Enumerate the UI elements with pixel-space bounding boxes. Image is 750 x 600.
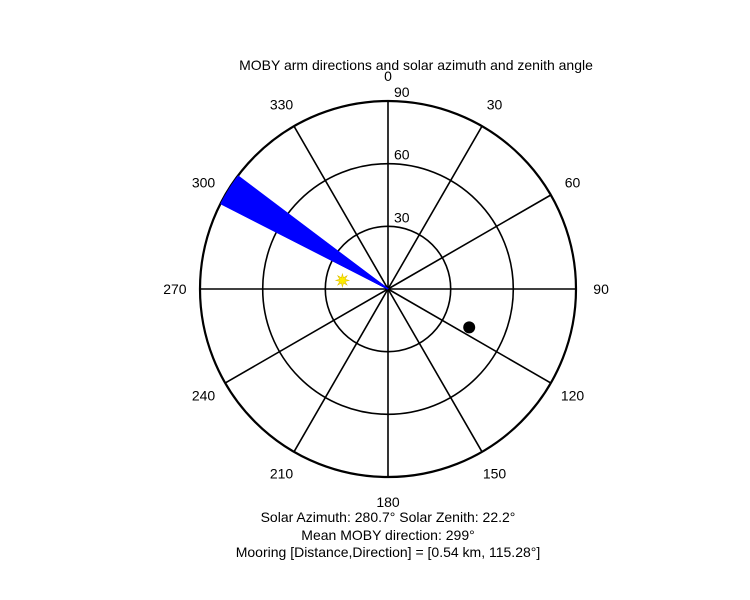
ring-30 [324, 225, 452, 353]
angle-tick-label-30: 30 [487, 97, 503, 113]
radial-tick-label-30: 30 [394, 209, 410, 225]
arm-line [237, 175, 389, 290]
spoke-150 [387, 288, 483, 453]
spoke-30 [387, 125, 483, 290]
spoke-240 [224, 288, 389, 384]
angle-tick-label-60: 60 [565, 175, 581, 191]
angle-tick-label-240: 240 [192, 388, 216, 404]
sun-marker [334, 272, 351, 289]
moby-direction-info: Mean MOBY direction: 299° [301, 527, 474, 543]
angle-tick-label-330: 330 [270, 97, 294, 113]
angle-tick-label-270: 270 [163, 281, 187, 297]
ring-90 [198, 99, 578, 479]
markers [334, 272, 476, 334]
mooring-marker [463, 321, 476, 334]
angle-tick-label-180: 180 [376, 494, 400, 510]
chart-title: MOBY arm directions and solar azimuth an… [239, 57, 593, 73]
radial-tick-label-60: 60 [394, 147, 410, 163]
angle-tick-label-120: 120 [561, 388, 585, 404]
radial-tick-label-90: 90 [394, 84, 410, 100]
tick-labels: 0 30 60 90 120 150 180 210 240 270 300 330 30 60 90 [163, 68, 609, 510]
spoke-120 [387, 288, 552, 384]
spoke-210 [293, 288, 389, 453]
angle-tick-label-150: 150 [483, 466, 507, 482]
angle-tick-label-210: 210 [270, 466, 294, 482]
spoke-60 [387, 194, 552, 290]
spoke-330 [293, 125, 389, 290]
moby-arm-directions [220, 175, 389, 290]
angle-tick-label-300: 300 [192, 175, 216, 191]
mooring-info: Mooring [Distance,Direction] = [0.54 km,… [236, 544, 541, 560]
angle-tick-label-90: 90 [593, 281, 609, 297]
angle-tick-label-0: 0 [384, 68, 392, 84]
ring-60 [261, 162, 515, 416]
solar-info: Solar Azimuth: 280.7° Solar Zenith: 22.2… [261, 509, 516, 525]
